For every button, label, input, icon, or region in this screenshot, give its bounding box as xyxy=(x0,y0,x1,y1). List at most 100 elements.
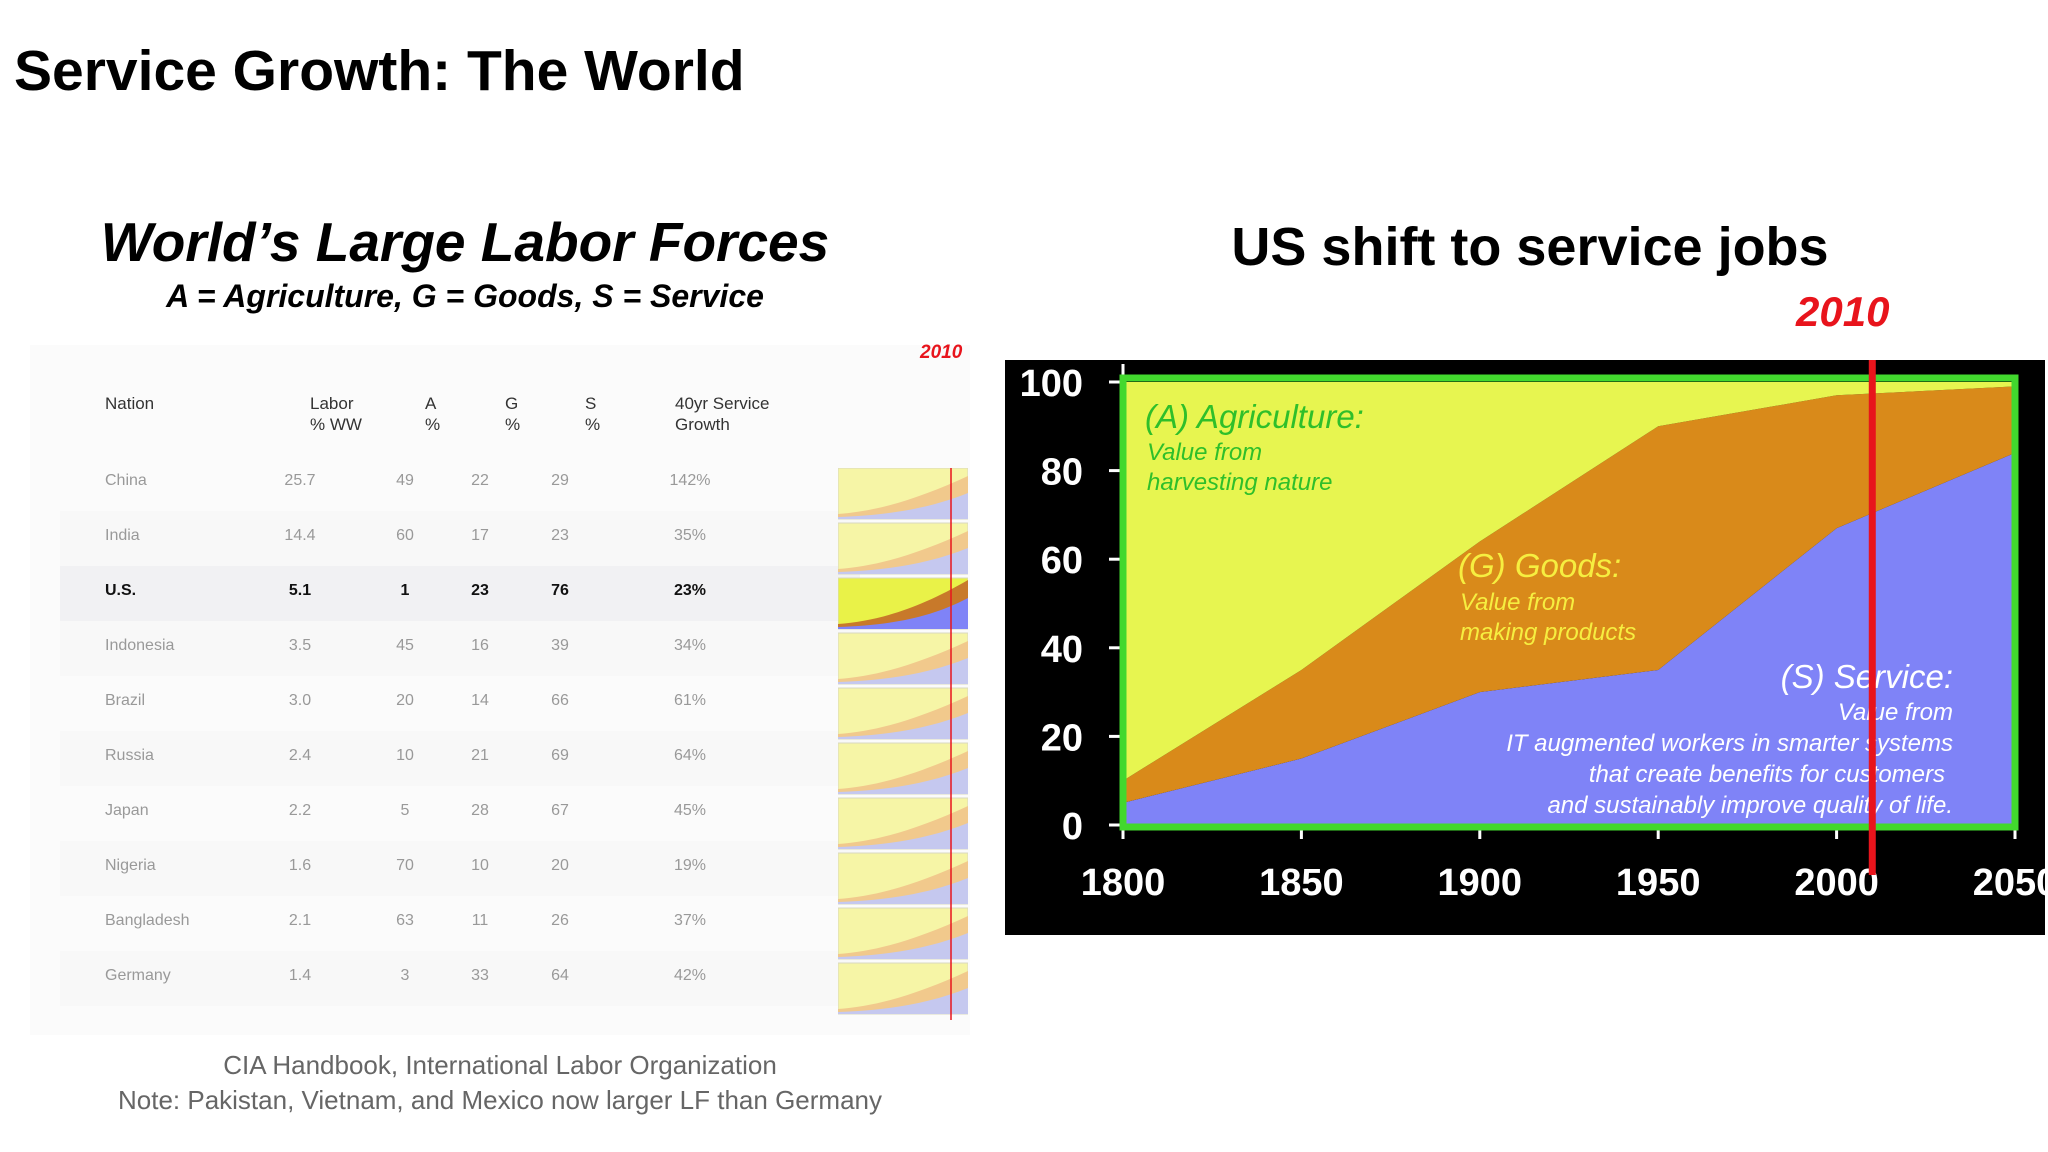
service-label-desc-2: IT augmented workers in smarter systems xyxy=(1506,730,1953,757)
cell-agriculture: 20 xyxy=(396,692,414,709)
cell-agriculture: 70 xyxy=(396,857,414,874)
area-series-1 xyxy=(1123,386,2015,803)
cell-goods: 21 xyxy=(471,747,489,764)
cell-agriculture: 49 xyxy=(396,472,414,489)
y-tick-label: 40 xyxy=(1041,629,1083,671)
y-tick-label: 100 xyxy=(1020,363,1083,405)
cell-nation: Germany xyxy=(105,967,171,984)
table-row xyxy=(60,566,860,621)
x-tick-label: 1800 xyxy=(1081,862,1166,904)
table-header-2: A % xyxy=(425,394,441,434)
mini-chart xyxy=(838,687,968,740)
cell-goods: 10 xyxy=(471,857,489,874)
cell-growth: 37% xyxy=(673,912,707,929)
cell-nation: Bangladesh xyxy=(105,912,190,929)
chart-frame xyxy=(1119,374,2019,831)
cell-labor: 1.4 xyxy=(288,967,312,984)
mini-service-area xyxy=(838,768,968,794)
mini-charts-column xyxy=(838,468,968,1020)
cell-growth: 142% xyxy=(669,472,711,489)
mini-service-area xyxy=(838,548,968,574)
x-tick-label: 1900 xyxy=(1438,862,1523,904)
cell-goods: 11 xyxy=(471,912,489,929)
cell-agriculture: 1 xyxy=(400,582,410,599)
area-series-2 xyxy=(1123,382,2015,781)
mini-chart xyxy=(838,797,968,850)
cell-nation: China xyxy=(105,472,147,489)
y-tick-label: 60 xyxy=(1041,540,1083,582)
cell-service: 26 xyxy=(551,912,569,929)
mini-chart xyxy=(838,632,968,685)
cell-growth: 23% xyxy=(673,582,707,599)
right-panel-title: US shift to service jobs xyxy=(1231,217,1829,277)
source-line-1: CIA Handbook, International Labor Organi… xyxy=(223,1050,777,1080)
table-row xyxy=(60,731,860,786)
cell-goods: 14 xyxy=(471,692,489,709)
mini-service-area xyxy=(838,933,968,959)
cell-service: 39 xyxy=(551,637,569,654)
cell-growth: 42% xyxy=(673,967,707,984)
labor-force-table: Nation Labor % WW A % G % S % 40yr Service Gr… xyxy=(30,345,970,1035)
cell-agriculture: 3 xyxy=(400,967,410,984)
table-row xyxy=(60,896,860,951)
x-tick-label: 1850 xyxy=(1259,862,1344,904)
goods-label-desc-2: making products xyxy=(1460,619,1636,646)
mini-chart xyxy=(838,962,968,1015)
cell-growth: 35% xyxy=(673,527,707,544)
mini-service-area xyxy=(838,713,968,739)
mini-chart xyxy=(838,907,968,960)
table-header-4: S % xyxy=(585,394,601,434)
cell-labor: 3.0 xyxy=(288,692,312,709)
agriculture-label-title: (A) Agriculture: xyxy=(1145,398,1364,435)
cell-service: 66 xyxy=(551,692,569,709)
table-row xyxy=(60,456,860,511)
service-label-desc-4: and sustainably improve quality of life. xyxy=(1547,792,1953,819)
cell-labor: 14.4 xyxy=(284,527,316,544)
cell-agriculture: 10 xyxy=(396,747,414,764)
cell-nation: Nigeria xyxy=(105,857,156,874)
cell-nation: Brazil xyxy=(105,692,146,709)
cell-growth: 19% xyxy=(673,857,707,874)
cell-growth: 61% xyxy=(673,692,707,709)
mini-service-area xyxy=(838,658,968,684)
mini-service-area xyxy=(838,823,968,849)
table-header-3: G % xyxy=(505,394,521,434)
cell-goods: 23 xyxy=(471,582,489,599)
service-label-title: (S) Service: xyxy=(1781,658,1953,695)
mini-service-area xyxy=(838,598,968,629)
table-row xyxy=(60,951,860,1006)
mini-chart xyxy=(838,577,968,630)
mini-chart xyxy=(838,742,968,795)
mini-service-area xyxy=(838,878,968,904)
service-label-desc-1: Value from xyxy=(1838,699,1953,726)
cell-goods: 17 xyxy=(471,527,489,544)
mini-chart xyxy=(838,468,968,520)
left-panel-title: World’s Large Labor Forces xyxy=(100,211,830,273)
table-header-0: Nation xyxy=(105,394,155,413)
agriculture-label-desc-2: harvesting nature xyxy=(1147,469,1332,496)
agriculture-label-desc-1: Value from xyxy=(1147,439,1262,466)
mini-service-area xyxy=(838,988,968,1014)
cell-growth: 64% xyxy=(673,747,707,764)
cell-nation: Japan xyxy=(105,802,149,819)
cell-labor: 25.7 xyxy=(284,472,316,489)
cell-nation: India xyxy=(105,527,140,544)
source-line-2: Note: Pakistan, Vietnam, and Mexico now … xyxy=(117,1085,882,1115)
mini-chart xyxy=(838,522,968,575)
cell-labor: 3.5 xyxy=(288,637,312,654)
year-marker-label: 2010 xyxy=(1796,288,1890,335)
y-tick-label: 0 xyxy=(1062,806,1083,848)
service-label-desc-3: that create benefits for customers xyxy=(1589,761,1945,788)
table-header-5: 40yr Service Growth xyxy=(675,394,770,434)
cell-growth: 45% xyxy=(673,802,707,819)
page-title: Service Growth: The World xyxy=(14,39,745,103)
cell-labor: 1.6 xyxy=(288,857,312,874)
left-panel-subtitle: A = Agriculture, G = Goods, S = Service xyxy=(166,278,764,314)
y-tick-label: 20 xyxy=(1041,717,1083,759)
x-tick-label: 2000 xyxy=(1794,862,1879,904)
cell-agriculture: 63 xyxy=(396,912,414,929)
goods-label-title: (G) Goods: xyxy=(1458,547,1621,584)
cell-service: 20 xyxy=(551,857,569,874)
cell-labor: 2.2 xyxy=(288,802,312,819)
cell-nation: Russia xyxy=(105,747,154,764)
